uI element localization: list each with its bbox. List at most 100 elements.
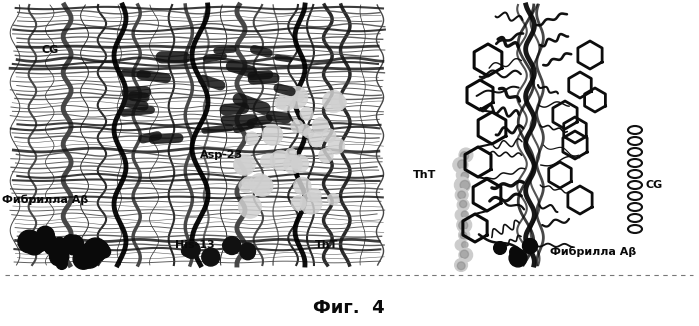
Circle shape [327, 193, 339, 205]
Circle shape [223, 237, 240, 255]
Text: Фиг.  4: Фиг. 4 [313, 299, 385, 317]
Circle shape [309, 132, 324, 147]
Circle shape [99, 245, 110, 258]
Circle shape [38, 231, 56, 249]
Circle shape [308, 188, 322, 202]
Circle shape [454, 177, 470, 193]
Circle shape [291, 158, 302, 169]
Circle shape [44, 240, 59, 255]
Circle shape [90, 241, 109, 259]
Circle shape [239, 179, 252, 192]
Circle shape [461, 211, 468, 218]
Circle shape [322, 128, 336, 142]
Text: His-13: His-13 [175, 240, 215, 250]
Circle shape [493, 242, 506, 254]
Circle shape [234, 154, 255, 175]
Circle shape [275, 97, 287, 109]
Circle shape [262, 125, 283, 145]
Text: Asp-23: Asp-23 [200, 150, 243, 160]
Circle shape [453, 157, 468, 172]
Circle shape [52, 246, 65, 259]
Circle shape [233, 156, 252, 174]
Circle shape [454, 259, 468, 272]
Circle shape [509, 249, 527, 267]
Circle shape [460, 250, 468, 259]
Text: CG: CG [42, 45, 59, 55]
Circle shape [459, 200, 467, 208]
Circle shape [312, 117, 329, 134]
Circle shape [78, 246, 101, 268]
Circle shape [460, 152, 468, 160]
Circle shape [202, 248, 219, 266]
Circle shape [36, 226, 55, 244]
Circle shape [270, 150, 291, 170]
Circle shape [322, 90, 345, 113]
Circle shape [252, 175, 273, 197]
Circle shape [459, 230, 470, 241]
Circle shape [240, 245, 255, 260]
Circle shape [73, 249, 94, 269]
Circle shape [455, 209, 467, 221]
Circle shape [291, 155, 309, 172]
Text: ThT: ThT [413, 170, 436, 180]
Circle shape [286, 86, 308, 109]
Circle shape [510, 247, 520, 257]
Circle shape [459, 248, 473, 262]
Circle shape [54, 251, 64, 261]
Circle shape [50, 238, 69, 256]
Circle shape [78, 245, 91, 258]
Circle shape [523, 239, 538, 254]
Circle shape [459, 148, 473, 162]
Circle shape [182, 246, 192, 256]
Circle shape [455, 240, 466, 250]
Circle shape [31, 233, 50, 251]
Circle shape [183, 241, 200, 258]
Circle shape [299, 124, 310, 136]
Circle shape [458, 191, 466, 199]
Circle shape [456, 217, 472, 232]
Text: Фибрилла Aβ: Фибрилла Aβ [550, 247, 636, 257]
Circle shape [460, 232, 467, 239]
Text: Фибрилла Aβ: Фибрилла Aβ [2, 195, 88, 205]
Circle shape [455, 188, 468, 201]
Circle shape [459, 221, 468, 230]
Circle shape [240, 243, 256, 259]
Circle shape [291, 195, 306, 211]
Circle shape [319, 148, 333, 163]
Circle shape [64, 235, 77, 248]
Circle shape [208, 250, 218, 260]
Circle shape [328, 137, 345, 154]
Circle shape [22, 232, 43, 253]
Text: CG: CG [645, 180, 662, 190]
Circle shape [294, 91, 305, 102]
Circle shape [457, 199, 469, 211]
Circle shape [300, 107, 313, 120]
Circle shape [456, 169, 469, 181]
Circle shape [18, 230, 41, 253]
Circle shape [223, 240, 233, 251]
Circle shape [57, 259, 67, 269]
Circle shape [331, 95, 347, 110]
Circle shape [64, 236, 82, 255]
Circle shape [249, 173, 271, 195]
Circle shape [284, 155, 303, 174]
Circle shape [460, 180, 470, 190]
Circle shape [50, 247, 69, 266]
Circle shape [303, 128, 314, 138]
Circle shape [300, 192, 322, 214]
Circle shape [461, 172, 468, 180]
Circle shape [461, 242, 468, 248]
Circle shape [457, 262, 465, 270]
Circle shape [242, 177, 254, 189]
Circle shape [24, 235, 44, 255]
Circle shape [285, 148, 296, 160]
Circle shape [84, 238, 108, 262]
Circle shape [294, 177, 311, 195]
Circle shape [64, 235, 84, 254]
Circle shape [458, 160, 467, 169]
Circle shape [278, 93, 296, 111]
Circle shape [261, 154, 275, 168]
Circle shape [291, 120, 303, 133]
Text: ThT: ThT [315, 240, 338, 250]
Circle shape [238, 195, 261, 218]
